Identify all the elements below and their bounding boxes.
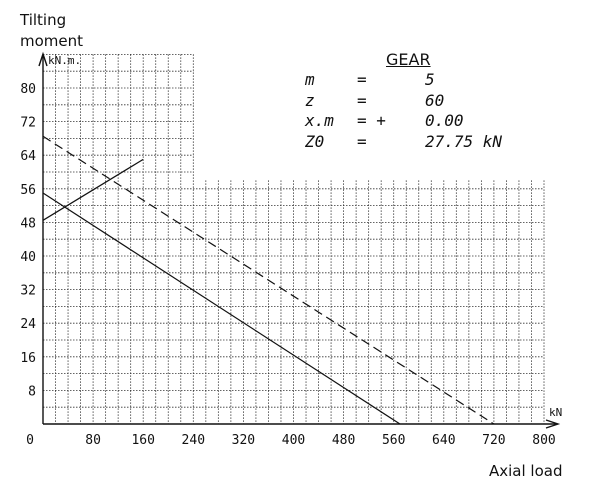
x-tick-label: 560: [382, 433, 405, 448]
x-axis-arrow: [545, 419, 561, 429]
x-tick-label: 240: [182, 433, 205, 448]
gear-op: =: [357, 132, 367, 151]
y-unit-label: kN.m.: [48, 54, 81, 67]
grid: [43, 54, 545, 424]
x-tick-label: 480: [332, 433, 355, 448]
x-unit-label: kN: [549, 406, 562, 419]
x-tick-label: 640: [432, 433, 455, 448]
y-tick-label: 32: [20, 284, 36, 299]
gear-label: Z0: [305, 132, 325, 151]
gear-label: z: [305, 91, 315, 110]
tick-labels: 0 80 160 240 320 400 480 560 640 720 800 8 16 24 32 40 4…: [20, 82, 555, 448]
gear-op: =: [357, 70, 367, 89]
gear-value: 27.75 kN: [425, 132, 503, 151]
gear-value: 0.00: [425, 111, 464, 130]
y-axis-title: Tilting moment: [20, 11, 84, 50]
x-axis-title: Axial load: [489, 462, 563, 480]
y-tick-label: 72: [20, 116, 36, 131]
gear-value: 60: [425, 91, 445, 110]
y-tick-label: 56: [20, 183, 36, 198]
x-tick-label: 0: [26, 433, 34, 448]
solid-series-line: [42, 158, 144, 221]
y-axis-arrow: [38, 51, 48, 67]
x-tick-label: 160: [131, 433, 154, 448]
gear-value: 5: [425, 70, 435, 89]
series-lines: [42, 135, 495, 425]
y-tick-label: 40: [20, 250, 36, 265]
solid-series-line: [42, 192, 401, 425]
gear-op: =: [357, 91, 367, 110]
x-tick-label: 80: [85, 433, 101, 448]
axes: [38, 51, 561, 429]
x-tick-label: 320: [232, 433, 255, 448]
dashed-series-line: [42, 135, 495, 425]
gear-label: x.m: [305, 111, 334, 130]
y-tick-label: 80: [20, 82, 36, 97]
y-tick-label: 48: [20, 216, 36, 231]
y-tick-label: 16: [20, 351, 36, 366]
y-tick-label: 64: [20, 149, 36, 164]
gear-title: GEAR: [386, 50, 431, 69]
x-tick-label: 720: [482, 433, 505, 448]
y-tick-label: 24: [20, 317, 36, 332]
gear-label: m: [305, 70, 315, 89]
x-tick-label: 400: [282, 433, 305, 448]
y-tick-label: 8: [28, 384, 36, 399]
x-tick-label: 800: [532, 433, 555, 448]
gear-op: = +: [357, 111, 386, 130]
